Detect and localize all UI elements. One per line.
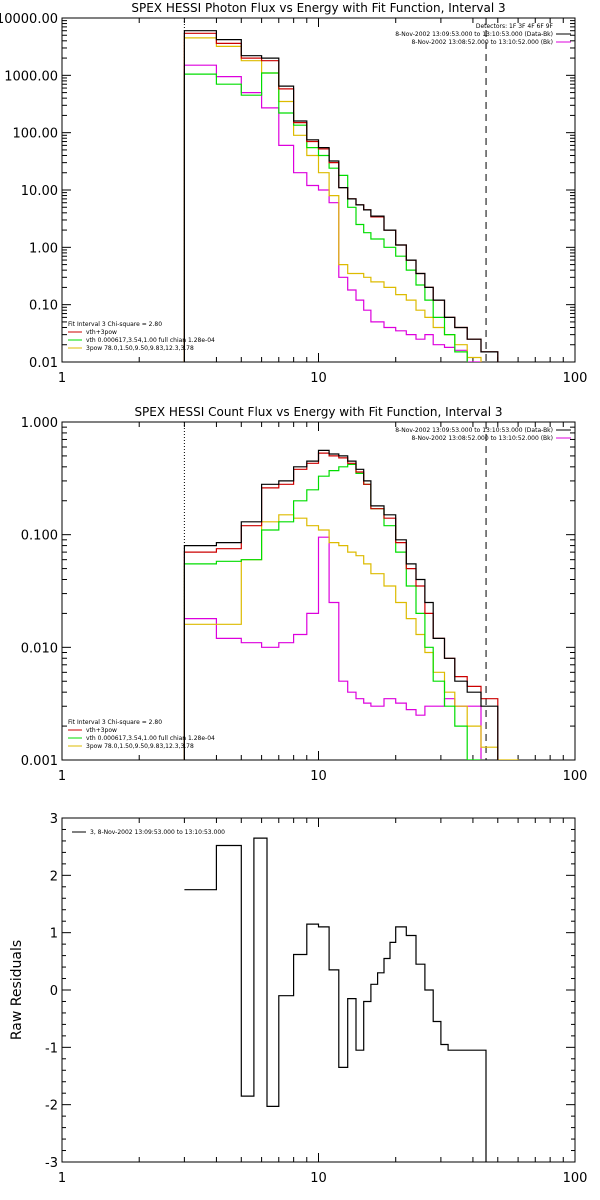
y-tick-label: 1.00 xyxy=(29,241,58,256)
x-tick-label: 100 xyxy=(563,371,588,386)
chart-title: SPEX HESSI Count Flux vs Energy with Fit… xyxy=(134,405,502,419)
plot-frame xyxy=(61,817,576,1163)
y-tick-label: -3 xyxy=(45,1156,58,1171)
series-vth xyxy=(183,463,482,760)
y-tick-label: -1 xyxy=(45,1041,58,1056)
y-tick-label: 0.100 xyxy=(21,529,58,544)
series-vth_plus_3pow xyxy=(183,452,499,760)
y-tick-label: 0.01 xyxy=(29,356,58,371)
y-tick-label: 2 xyxy=(50,869,58,884)
plot-area xyxy=(183,18,499,362)
chart-panel-3: 1 10 100 -3 -2 -1 0 1 2 3 Raw Residuals 3, 8-Nov-20… xyxy=(9,812,587,1186)
chart-panel-2: SPEX HESSI Count Flux vs Energy with Fit… xyxy=(21,405,588,784)
plot-area xyxy=(184,837,487,1162)
y-tick-label: 0.10 xyxy=(29,299,58,314)
fit-legend-entry: vth 0.000617,3.54,1.00 full chian 1.28e-… xyxy=(86,735,215,742)
series-total xyxy=(183,30,499,362)
x-tick-label: 100 xyxy=(563,769,588,784)
plot-area xyxy=(183,422,519,760)
y-tick-label: 3 xyxy=(50,812,58,827)
chart-panel-1: SPEX HESSI Photon Flux vs Energy with Fi… xyxy=(0,1,587,386)
y-tick-label: 10.00 xyxy=(21,184,58,199)
series-total xyxy=(184,837,487,1162)
y-tick-label: 100.00 xyxy=(13,127,59,142)
info-line: 8-Nov-2002 13:09:53.000 to 13:10:53.000 … xyxy=(395,31,553,38)
series-background xyxy=(183,536,482,760)
fit-legend-header: Fit Interval 3 Chi-square = 2.80 xyxy=(68,719,162,726)
y-tick-label: 1000.00 xyxy=(4,69,58,84)
fit-legend-entry: vth+3pow xyxy=(86,329,117,336)
x-tick-label: 10 xyxy=(310,1171,327,1186)
info-line: Detectors: 1F 3F 4F 6F 9F xyxy=(476,23,554,30)
series-vth xyxy=(183,72,468,362)
y-tick-label: 0.010 xyxy=(21,641,58,656)
y-tick-label: 10000.00 xyxy=(0,12,58,27)
series-3pow xyxy=(183,37,482,362)
series-total xyxy=(183,449,499,760)
fit-legend-header: Fit Interval 3 Chi-square = 2.80 xyxy=(68,321,162,328)
y-tick-label: 0 xyxy=(50,984,58,999)
fit-legend-entry: vth+3pow xyxy=(86,727,117,734)
info-line: 8-Nov-2002 13:09:53.000 to 13:10:53.000 … xyxy=(395,427,553,434)
y-tick-label: 0.001 xyxy=(21,754,58,769)
fit-legend-entry: vth 0.000617,3.54,1.00 full chian 1.28e-… xyxy=(86,337,215,344)
x-tick-label: 10 xyxy=(310,769,327,784)
x-tick-label: 1 xyxy=(58,1171,66,1186)
chart-title: SPEX HESSI Photon Flux vs Energy with Fi… xyxy=(131,1,505,15)
y-tick-label: -2 xyxy=(45,1099,58,1114)
x-tick-label: 10 xyxy=(310,371,327,386)
fit-legend-entry: 3pow 78.0,1.50,9.50,9.83,12.3,3.78 xyxy=(86,345,194,352)
y-tick-label: 1.000 xyxy=(21,416,58,431)
y-tick-label: 1 xyxy=(50,927,58,942)
fit-legend-entry: 3pow 78.0,1.50,9.50,9.83,12.3,3.78 xyxy=(86,743,194,750)
info-line: 8-Nov-2002 13:08:52.000 to 13:10:52.000 … xyxy=(411,39,553,46)
x-tick-label: 100 xyxy=(563,1171,588,1186)
series-3pow xyxy=(183,514,519,760)
legend-entry: 3, 8-Nov-2002 13:09:53.000 to 13:10:53.0… xyxy=(90,829,225,836)
x-tick-label: 1 xyxy=(58,769,66,784)
y-axis-label: Raw Residuals xyxy=(9,940,25,1040)
info-line: 8-Nov-2002 13:08:52.000 to 13:10:52.000 … xyxy=(411,435,553,442)
series-background xyxy=(183,64,482,362)
series-vth_plus_3pow xyxy=(183,32,499,362)
x-tick-label: 1 xyxy=(58,371,66,386)
